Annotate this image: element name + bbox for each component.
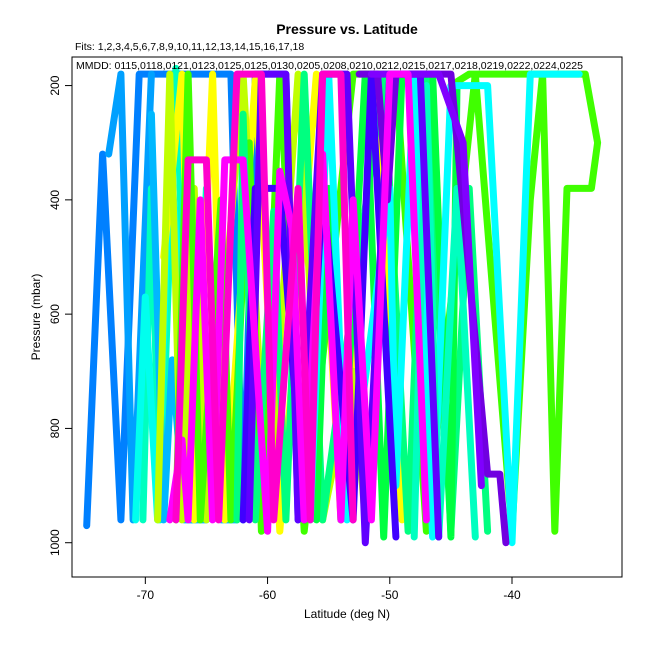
series-line-18	[172, 70, 357, 524]
x-tick-label: -60	[259, 588, 277, 602]
y-axis-label: Pressure (mbar)	[29, 274, 43, 361]
series-line-8	[172, 70, 602, 535]
x-axis: -70 -60 -50 -40	[137, 576, 521, 602]
fits-subtitle: Fits: 1,2,3,4,5,6,7,8,9,10,11,12,13,14,1…	[75, 41, 304, 53]
x-tick-label: -50	[381, 588, 399, 602]
y-tick-label: 1000	[48, 529, 62, 556]
chart-title: Pressure vs. Latitude	[276, 21, 418, 37]
y-axis: 200 400 600 800 1000	[48, 75, 73, 556]
y-tick-label: 200	[48, 75, 62, 95]
x-tick-label: -40	[503, 588, 521, 602]
y-tick-label: 800	[48, 418, 62, 438]
x-tick-label: -70	[137, 588, 155, 602]
series-line-17	[166, 70, 430, 535]
mmdd-annotation: MMDD: 0115,0118,0121,0123,0125,0125,0130…	[76, 60, 583, 72]
x-axis-label: Latitude (deg N)	[304, 607, 390, 621]
y-tick-label: 400	[48, 190, 62, 210]
series-layer	[83, 64, 602, 547]
y-tick-label: 600	[48, 304, 62, 324]
